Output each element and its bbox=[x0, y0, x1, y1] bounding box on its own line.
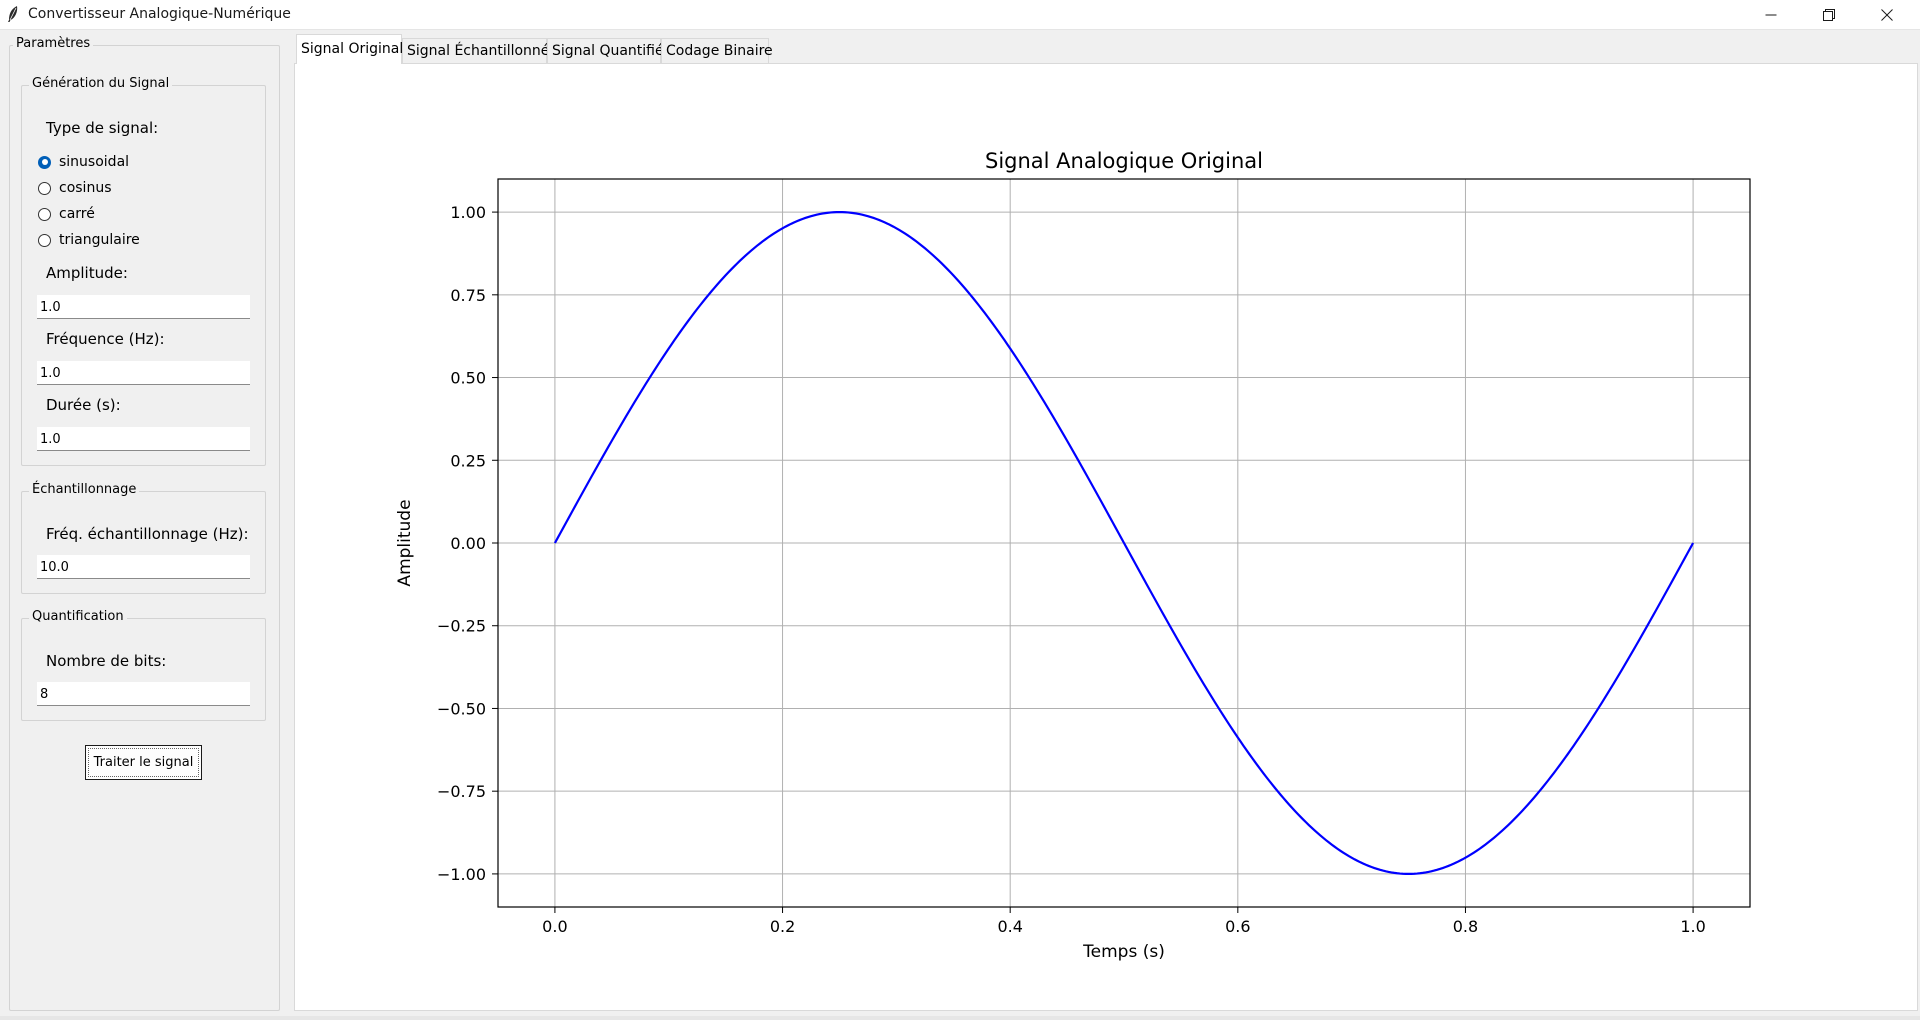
quantization-title: Quantification bbox=[29, 609, 127, 624]
radio-label: cosinus bbox=[59, 180, 112, 196]
x-tick-label: 0.4 bbox=[997, 917, 1022, 936]
tab-signal-quantifie[interactable]: Signal Quantifié bbox=[547, 38, 664, 63]
x-tick-label: 0.8 bbox=[1453, 917, 1478, 936]
amplitude-label: Amplitude: bbox=[46, 264, 128, 282]
radio-cosinus[interactable]: cosinus bbox=[38, 178, 112, 198]
tab-signal-echantillonne[interactable]: Signal Échantillonné bbox=[402, 38, 549, 63]
radio-indicator[interactable] bbox=[38, 181, 51, 195]
frequency-input[interactable] bbox=[37, 361, 250, 385]
bits-input[interactable] bbox=[37, 682, 250, 706]
minimize-icon bbox=[1765, 14, 1777, 15]
x-tick-label: 0.2 bbox=[770, 917, 795, 936]
window-title: Convertisseur Analogique-Numérique bbox=[28, 6, 291, 22]
bits-label: Nombre de bits: bbox=[46, 652, 167, 670]
frequency-label: Fréquence (Hz): bbox=[46, 330, 165, 348]
title-bar: Convertisseur Analogique-Numérique bbox=[0, 0, 1920, 30]
y-tick-label: 0.25 bbox=[450, 451, 486, 470]
tab-signal-original[interactable]: Signal Original bbox=[296, 34, 403, 64]
y-tick-label: 1.00 bbox=[450, 203, 486, 222]
grid-layer bbox=[498, 179, 1750, 907]
radio-label: carré bbox=[59, 206, 95, 222]
radio-label: sinusoidal bbox=[59, 154, 130, 170]
ticks-layer: 0.0 0.2 0.4 0.6 0.8 1.0 −1.00 −0.75 −0.50 −0.25 0.… bbox=[437, 203, 1706, 936]
series-layer bbox=[553, 210, 1695, 876]
radio-sinusoidal[interactable]: sinusoidal bbox=[38, 152, 129, 172]
signal-type-label: Type de signal: bbox=[46, 119, 159, 137]
bottom-edge bbox=[0, 1016, 1920, 1020]
restore-icon bbox=[1823, 8, 1835, 21]
process-signal-button[interactable]: Traiter le signal bbox=[85, 745, 202, 780]
y-tick-label: −0.50 bbox=[437, 699, 486, 718]
radio-triangulaire[interactable]: triangulaire bbox=[38, 230, 140, 250]
y-tick-label: 0.75 bbox=[450, 286, 486, 305]
parameters-frame bbox=[9, 45, 280, 1011]
tab-content-panel: 0.0 0.2 0.4 0.6 0.8 1.0 −1.00 −0.75 −0.50 −0.25 0.… bbox=[294, 63, 1918, 1011]
x-tick-label: 0.6 bbox=[1225, 917, 1250, 936]
y-tick-label: −0.75 bbox=[437, 782, 486, 801]
x-tick-label: 0.0 bbox=[542, 917, 567, 936]
radio-indicator[interactable] bbox=[38, 155, 51, 169]
x-tick-label: 1.0 bbox=[1680, 917, 1705, 936]
feather-icon bbox=[8, 6, 18, 22]
duration-input[interactable] bbox=[37, 427, 250, 451]
sampling-title: Échantillonnage bbox=[29, 482, 140, 497]
minimize-button[interactable] bbox=[1742, 0, 1800, 29]
y-tick-label: 0.00 bbox=[450, 534, 486, 553]
y-tick-label: −1.00 bbox=[437, 865, 486, 884]
y-axis-label: Amplitude bbox=[395, 499, 415, 586]
sampling-rate-label: Fréq. échantillonnage (Hz): bbox=[46, 525, 249, 543]
y-tick-label: 0.50 bbox=[450, 369, 486, 388]
sampling-group bbox=[21, 491, 266, 594]
restore-button[interactable] bbox=[1800, 0, 1858, 29]
radio-carre[interactable]: carré bbox=[38, 204, 95, 224]
tab-codage-binaire[interactable]: Codage Binaire bbox=[661, 38, 773, 63]
signal-chart: 0.0 0.2 0.4 0.6 0.8 1.0 −1.00 −0.75 −0.50 −0.25 0.… bbox=[395, 149, 1751, 962]
close-button[interactable] bbox=[1858, 0, 1916, 29]
amplitude-input[interactable] bbox=[37, 295, 250, 319]
parameters-title: Paramètres bbox=[13, 36, 94, 51]
quantization-group bbox=[21, 618, 266, 721]
close-icon bbox=[1881, 8, 1893, 21]
radio-indicator[interactable] bbox=[38, 207, 51, 221]
y-tick-label: −0.25 bbox=[437, 617, 486, 636]
duration-label: Durée (s): bbox=[46, 396, 121, 414]
sampling-rate-input[interactable] bbox=[37, 555, 250, 579]
x-axis-label: Temps (s) bbox=[1082, 942, 1165, 962]
chart-title: Signal Analogique Original bbox=[985, 149, 1263, 173]
signal-line bbox=[553, 210, 1695, 876]
radio-indicator[interactable] bbox=[38, 233, 51, 247]
generation-title: Génération du Signal bbox=[29, 76, 173, 91]
radio-label: triangulaire bbox=[59, 232, 140, 248]
